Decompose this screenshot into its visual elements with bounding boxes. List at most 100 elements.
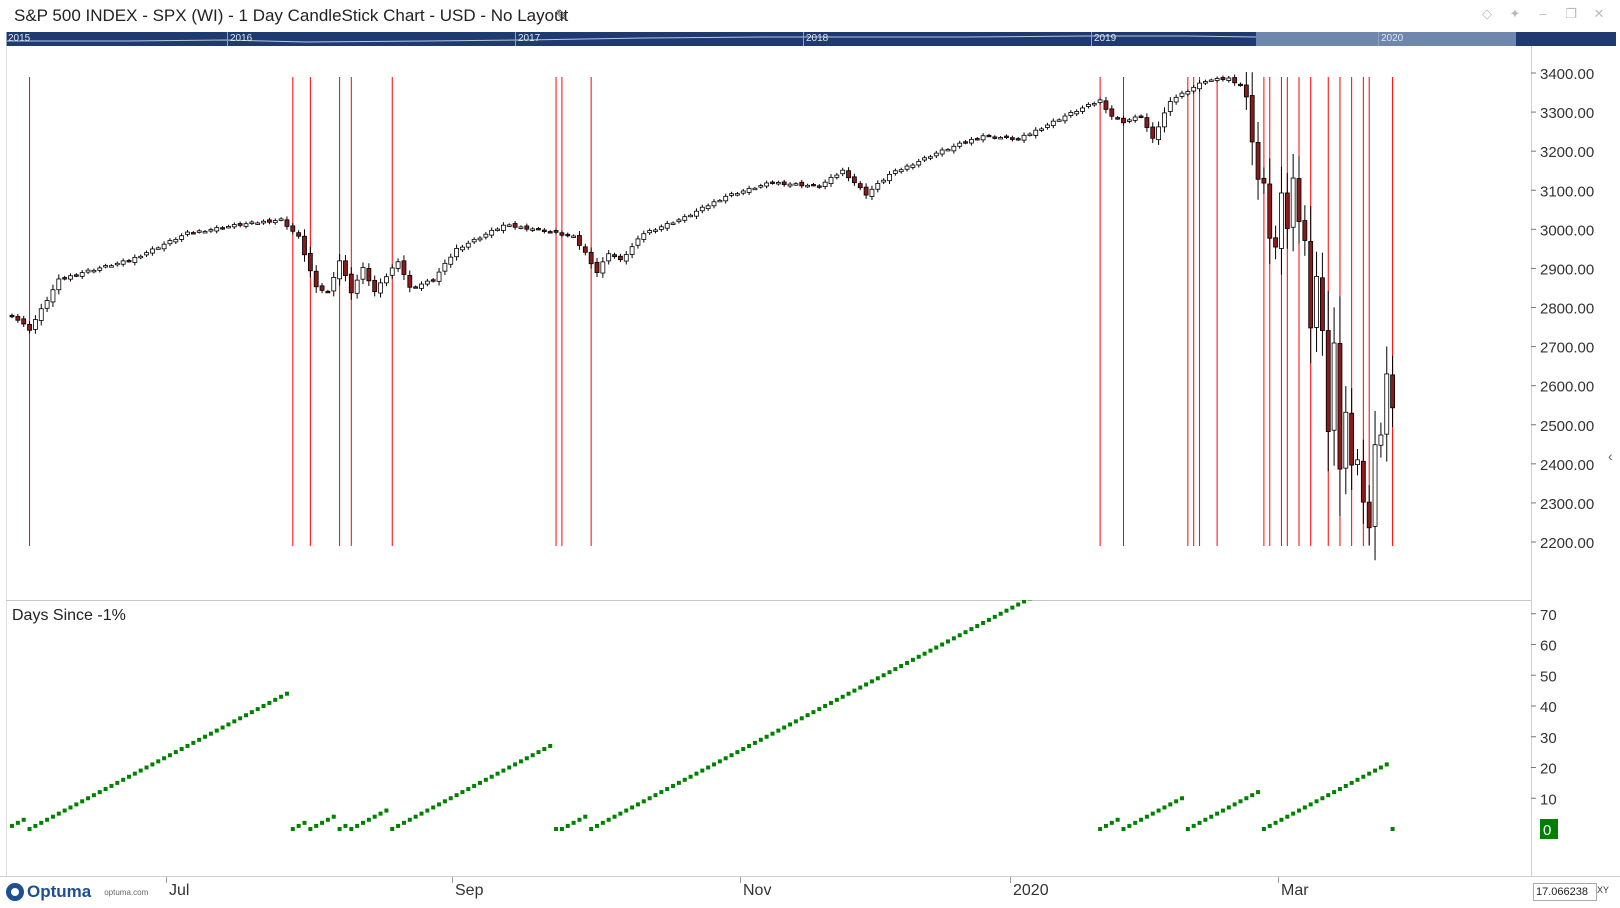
candlestick — [414, 285, 418, 288]
x-axis-label: Mar — [1281, 882, 1309, 900]
candlestick — [683, 214, 687, 223]
candlestick — [630, 243, 634, 258]
candlestick — [51, 285, 55, 307]
window-controls: ◇ ✦ – ❐ ✕ — [1480, 6, 1606, 22]
indicator-dot — [455, 793, 459, 797]
indicator-dot — [39, 821, 43, 825]
indicator-dot — [724, 756, 728, 760]
price-axis-label: 3400.00 — [1540, 66, 1594, 83]
indicator-dot — [893, 667, 897, 671]
indicator-dot — [560, 827, 564, 831]
indicator-dot — [244, 713, 248, 717]
indicator-dot — [817, 707, 821, 711]
candlestick — [1045, 123, 1049, 130]
indicator-dot — [437, 802, 441, 806]
candlestick — [595, 258, 599, 277]
zoom-value-field[interactable]: 17.066238 — [1533, 883, 1597, 901]
candlestick — [1051, 118, 1055, 128]
candlestick — [104, 264, 108, 268]
indicator-dot — [1262, 827, 1266, 831]
indicator-dot — [753, 741, 757, 745]
candlestick — [121, 258, 125, 266]
candlestick — [583, 244, 587, 256]
indicator-dot — [267, 701, 271, 705]
candlestick — [63, 276, 67, 281]
indicator-dot — [847, 692, 851, 696]
minimize-icon[interactable]: – — [1536, 6, 1550, 22]
indicator-dot — [700, 769, 704, 773]
indicator-dot — [1285, 815, 1289, 819]
candlestick — [964, 140, 968, 144]
indicator-dot — [923, 652, 927, 656]
indicator-dot — [747, 744, 751, 748]
collapse-panel-icon[interactable]: ‹ — [1608, 448, 1613, 464]
x-axis-label: Sep — [455, 882, 483, 900]
price-axis-label: 2600.00 — [1540, 379, 1594, 396]
indicator-dot — [86, 796, 90, 800]
overview-navigator[interactable]: 2015 2016 2017 2018 2019 2020 — [6, 32, 1616, 46]
indicator-dot — [659, 790, 663, 794]
candlestick — [133, 254, 137, 265]
overview-year-label: 2020 — [1381, 32, 1403, 46]
indicator-dot — [782, 726, 786, 730]
candlestick — [718, 199, 722, 202]
candlestick — [1092, 102, 1096, 107]
diamond-icon[interactable]: ◇ — [1480, 6, 1494, 22]
close-icon[interactable]: ✕ — [1592, 6, 1606, 22]
indicator-dot — [1361, 775, 1365, 779]
indicator-dot — [69, 805, 73, 809]
indicator-dot — [1133, 821, 1137, 825]
candlestick — [262, 219, 266, 224]
indicator-dot — [501, 769, 505, 773]
price-axis-label: 2700.00 — [1540, 340, 1594, 357]
indicator-dot — [478, 781, 482, 785]
candlestick — [852, 174, 856, 186]
x-axis-label: Nov — [743, 882, 771, 900]
candlestick — [806, 184, 810, 188]
indicator-dot — [191, 741, 195, 745]
zoom-mode-label[interactable]: XY — [1597, 885, 1609, 895]
candlestick — [1162, 107, 1166, 132]
indicator-dot — [285, 692, 289, 696]
indicator-dot — [379, 812, 383, 816]
candlestick — [501, 222, 505, 233]
time-axis[interactable]: Jul Sep Nov 2020 Mar — [0, 876, 1620, 908]
candlestick — [291, 223, 295, 234]
price-panel[interactable]: 3400.003300.003200.003100.003000.002900.… — [0, 46, 1620, 606]
edit-title-icon[interactable]: ✎ — [555, 6, 568, 26]
indicator-dot — [1192, 824, 1196, 828]
indicator-dot — [472, 784, 476, 788]
candlestick — [975, 137, 979, 140]
candlestick — [917, 159, 921, 168]
indicator-dot — [595, 824, 599, 828]
restore-icon[interactable]: ❐ — [1564, 6, 1578, 22]
indicator-dot — [45, 818, 49, 822]
indicator-label: Days Since -1% — [12, 607, 126, 625]
indicator-dot — [876, 676, 880, 680]
candlestick — [384, 273, 388, 286]
indicator-dot — [1256, 790, 1260, 794]
candlestick — [408, 271, 412, 293]
candlestick — [671, 221, 675, 225]
candlestick — [1209, 79, 1213, 82]
candlestick — [174, 237, 178, 244]
candlestick — [1227, 76, 1231, 83]
candlestick — [279, 217, 283, 221]
indicator-dot — [624, 809, 628, 813]
candlestick — [297, 230, 301, 238]
indicator-dot — [28, 827, 32, 831]
indicator-dot — [150, 762, 154, 766]
window-titlebar: S&P 500 INDEX - SPX (WI) - 1 Day CandleS… — [0, 0, 1620, 32]
candlestick — [1086, 102, 1090, 108]
indicator-dot — [911, 658, 915, 662]
pin-icon[interactable]: ✦ — [1508, 6, 1522, 22]
indicator-panel[interactable]: 80706050403020100 — [0, 600, 1620, 876]
indicator-dot — [338, 827, 342, 831]
indicator-dot — [431, 805, 435, 809]
candlestick — [566, 233, 570, 238]
indicator-dot — [689, 775, 693, 779]
indicator-dot — [390, 827, 394, 831]
candlestick — [373, 276, 377, 297]
indicator-dot — [291, 827, 295, 831]
candlestick — [22, 316, 26, 327]
